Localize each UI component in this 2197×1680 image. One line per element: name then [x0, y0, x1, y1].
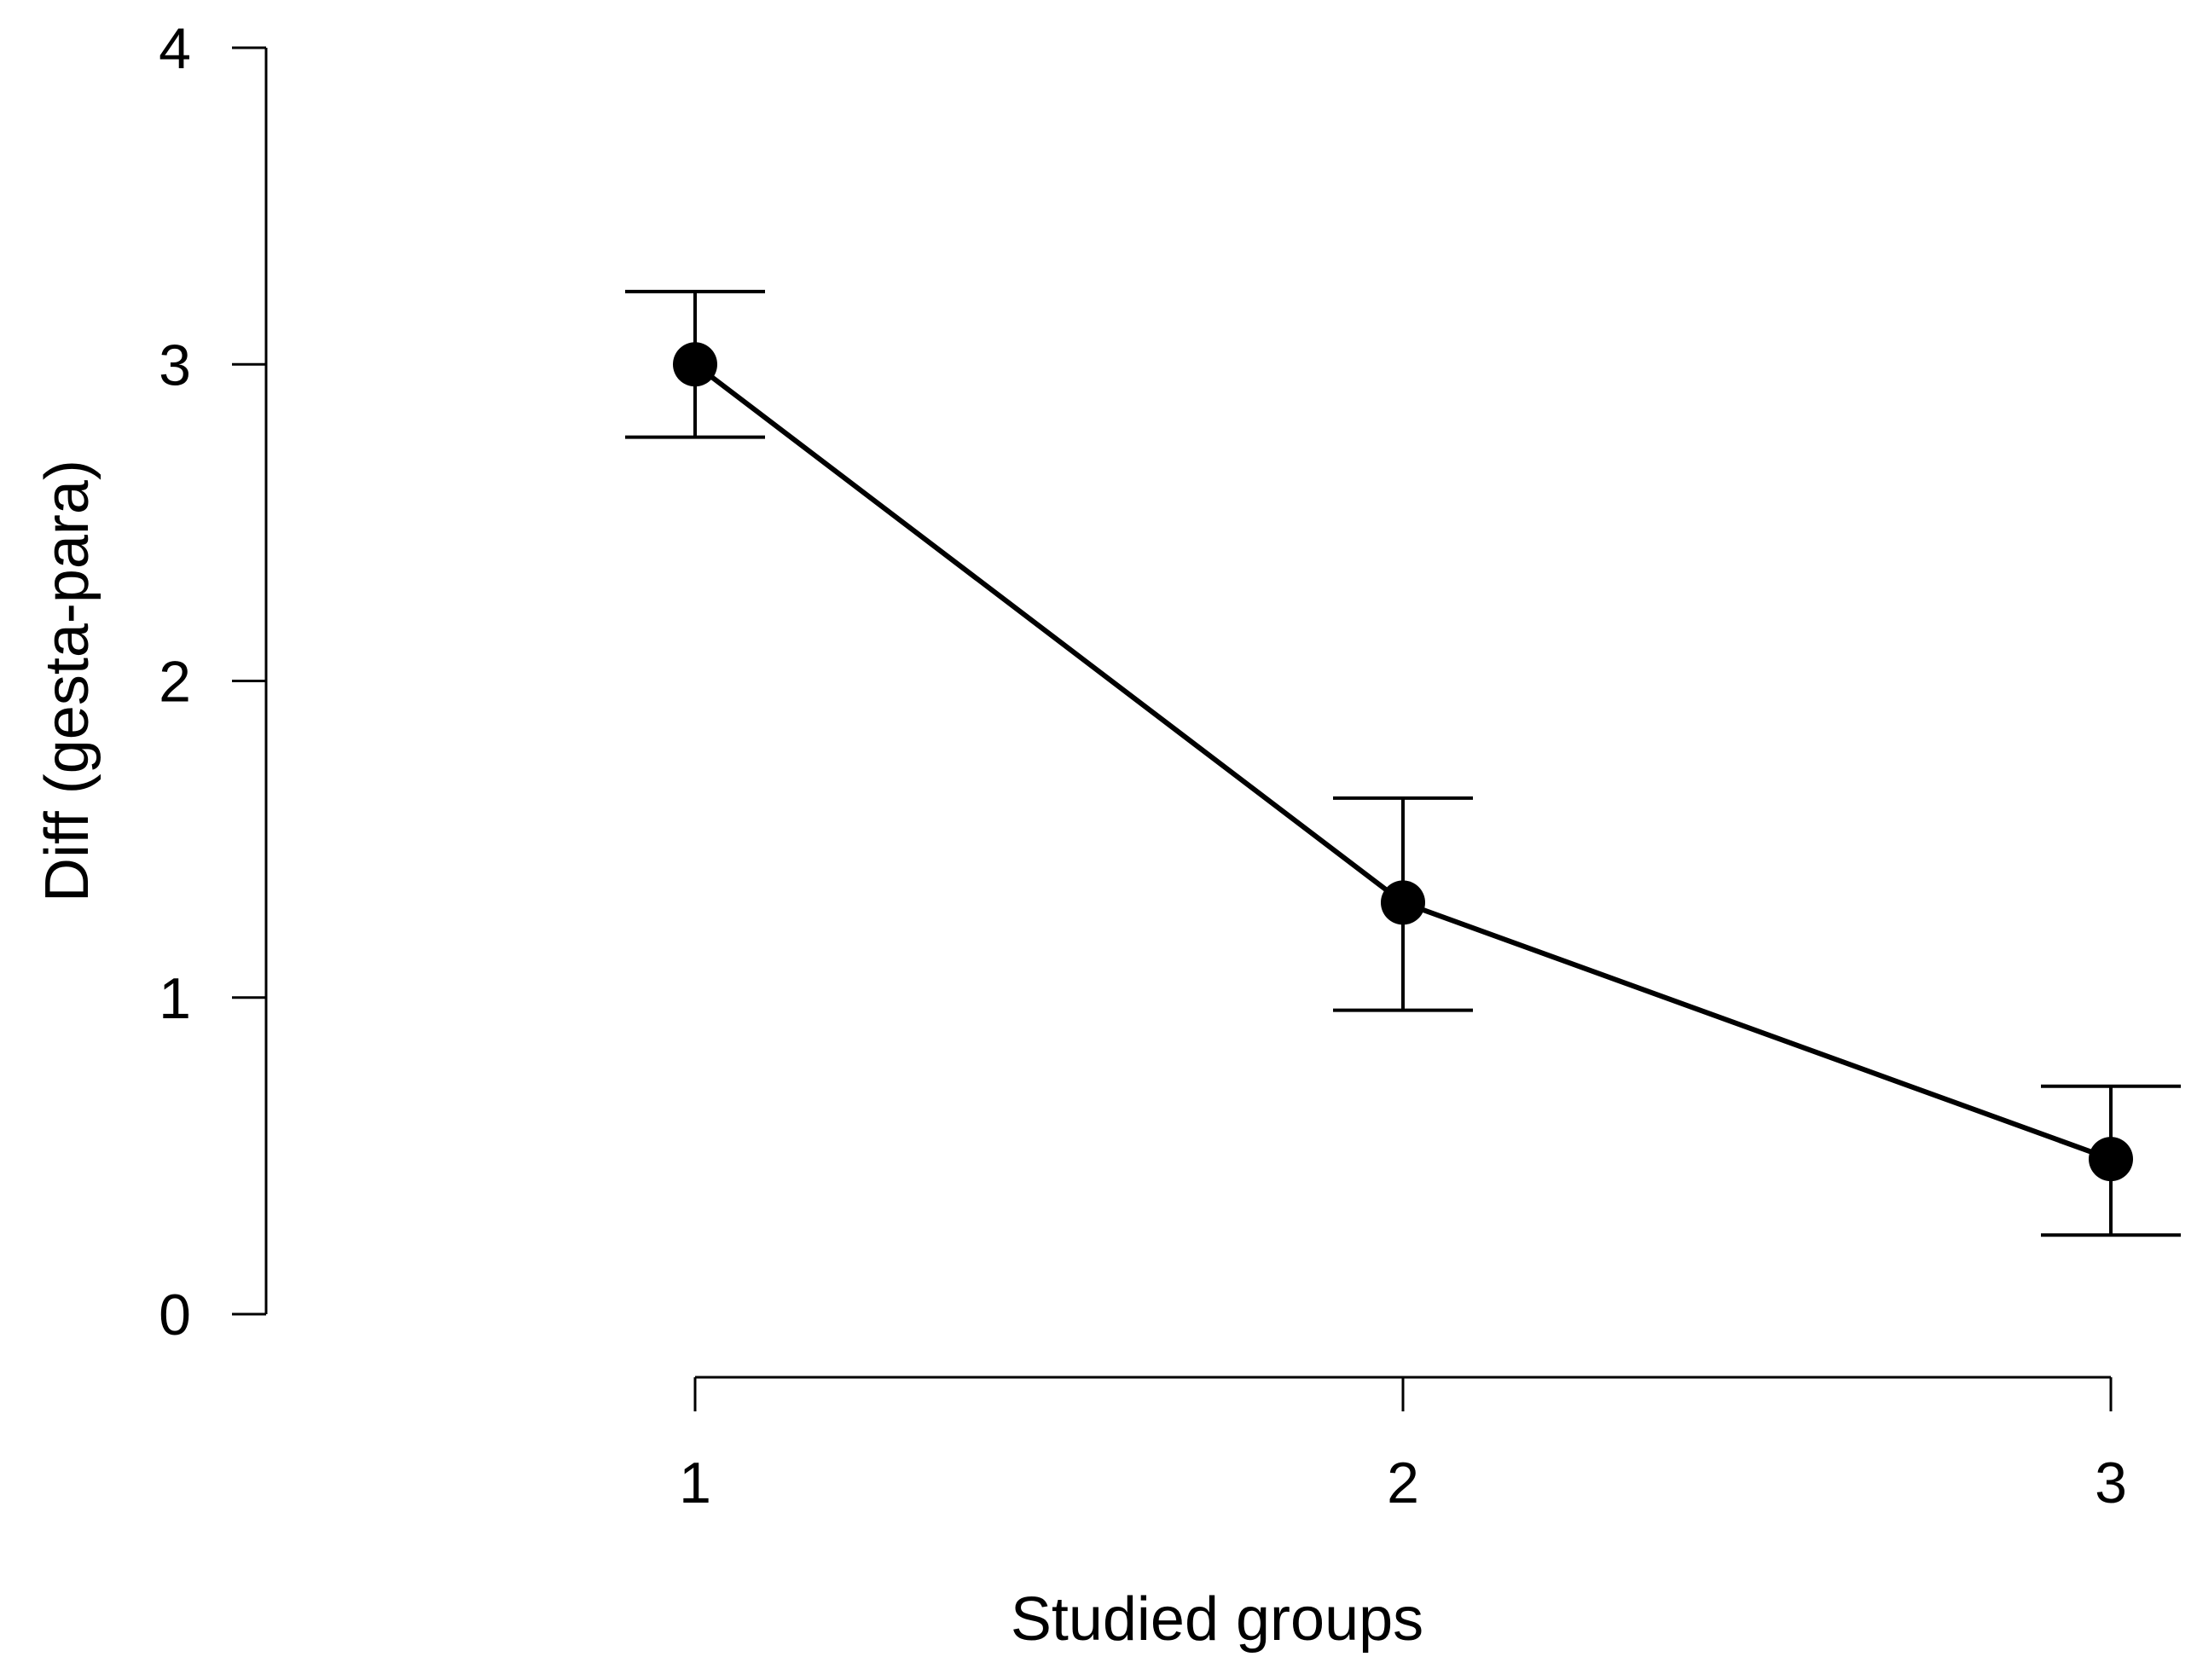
series-line — [693, 362, 2113, 1162]
x-axis: 1 2 3 — [679, 1376, 2127, 1515]
y-tick-label: 4 — [159, 16, 191, 81]
y-axis: 0 1 2 3 4 — [159, 16, 268, 1347]
series-layer — [625, 289, 2181, 1237]
x-tick-label: 1 — [679, 1451, 711, 1515]
data-point — [1381, 880, 1425, 925]
x-tick-label: 2 — [1387, 1451, 1419, 1515]
x-tick-label: 3 — [2095, 1451, 2127, 1515]
y-axis-title: Diff (gesta-para) — [33, 460, 101, 902]
y-tick-label: 1 — [159, 966, 191, 1031]
y-tick-label: 2 — [159, 650, 191, 715]
y-tick-label: 0 — [159, 1283, 191, 1347]
x-axis-title: Studied groups — [1011, 1585, 1423, 1654]
data-point — [673, 342, 717, 387]
y-tick-label: 3 — [159, 333, 191, 397]
data-point — [2089, 1137, 2133, 1182]
